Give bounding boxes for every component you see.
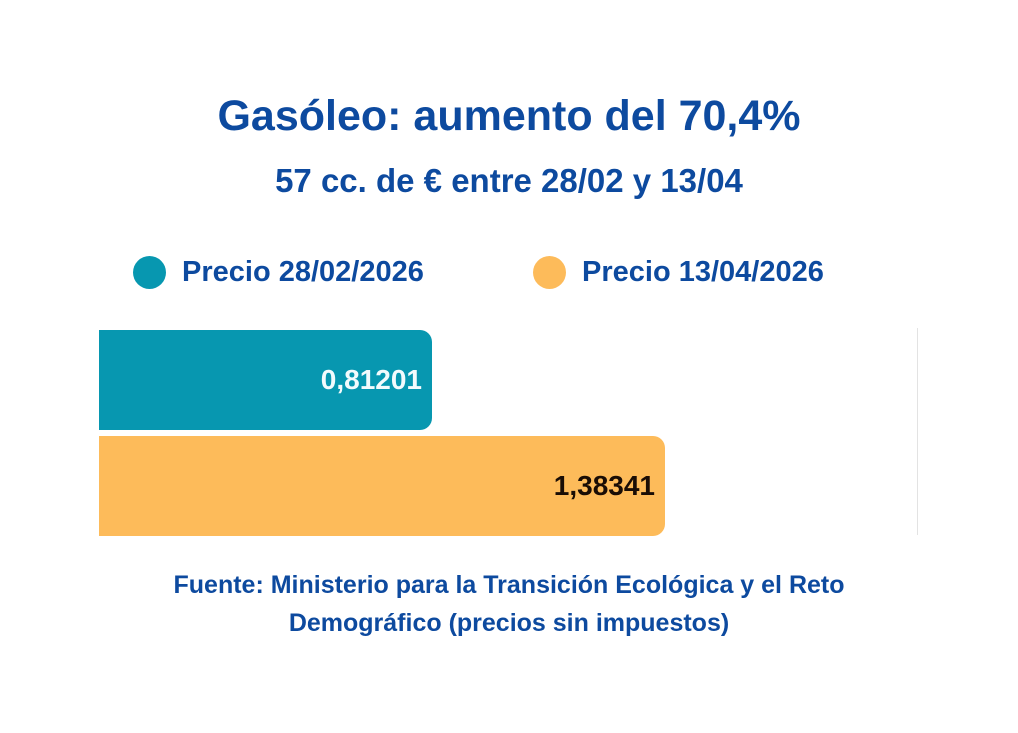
legend-label: Precio 13/04/2026	[582, 255, 824, 288]
source-line-2: Demográfico (precios sin impuestos)	[288, 609, 730, 637]
bar-price-1304: 1,38341	[99, 436, 665, 536]
bar-value-label: 1,38341	[553, 470, 655, 501]
legend-item-series-1: Precio 28/02/2026	[133, 254, 424, 290]
chart-subtitle: 57 cc. de € entre 28/02 y 13/04	[275, 162, 743, 199]
bar-value-label: 0,81201	[320, 364, 422, 395]
chart-title: Gasóleo: aumento del 70,4%	[217, 92, 801, 140]
plot-area: 0,81201 1,38341	[99, 328, 917, 536]
source-note: Fuente: Ministerio para la Transición Ec…	[0, 566, 1018, 642]
legend-label: Precio 28/02/2026	[182, 255, 424, 288]
gridline	[917, 328, 918, 535]
source-line-1: Fuente: Ministerio para la Transición Ec…	[173, 571, 845, 599]
legend-dot-icon	[533, 255, 566, 289]
bar-price-2802: 0,81201	[99, 330, 432, 430]
legend-item-series-2: Precio 13/04/2026	[533, 254, 824, 290]
legend-dot-icon	[133, 255, 166, 289]
